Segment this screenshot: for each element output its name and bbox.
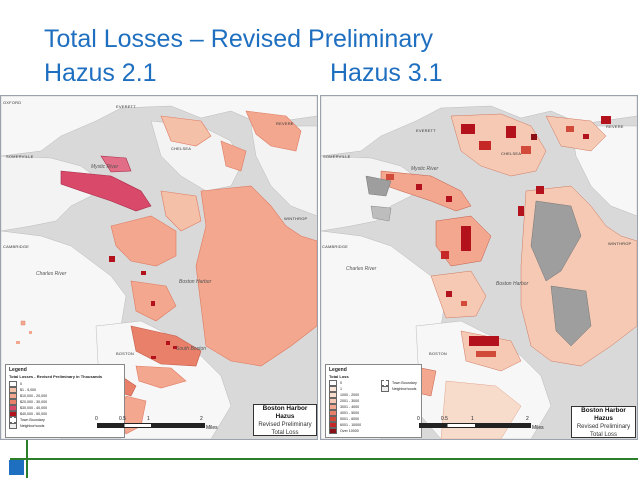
place-label: REVERE (276, 121, 294, 126)
scale-label: 1 (471, 416, 474, 422)
legend-title: Legend (329, 367, 347, 373)
footer-vertical-divider (26, 440, 28, 478)
place-label: EVERETT (416, 128, 436, 133)
place-label: CAMBRIDGE (3, 244, 30, 249)
map-box-title: Boston Harbor Hazus (581, 407, 626, 422)
legend-item: 2001 - 3000 (329, 398, 359, 404)
water-label: Boston Harbor (496, 281, 529, 287)
legend-item: 0 (9, 381, 22, 387)
water-label: Boston Harbor (179, 279, 212, 285)
legend-item: $10,000 - 20,000 (9, 393, 47, 399)
legend-item: Town Boundary (9, 417, 45, 423)
legend-item: $20,000 - 30,000 (9, 399, 47, 405)
left-map-version-label: Hazus 2.1 (44, 59, 157, 87)
place-label: CHELSEA (171, 146, 192, 151)
legend-item: Neighborhoods (381, 386, 416, 392)
scale-label: 1 (147, 416, 150, 422)
legend-item: Town Boundary (381, 380, 417, 386)
right-map-version-label: Hazus 3.1 (330, 59, 443, 87)
place-label: CHELSEA (501, 151, 522, 156)
place-label: CAMBRIDGE (322, 244, 349, 249)
place-label: BOSTON (429, 351, 448, 356)
water-label: Mystic River (411, 166, 439, 172)
legend-item: 0 (329, 380, 342, 386)
map-box-title: Boston Harbor Hazus (262, 405, 308, 420)
scale-label: 0 (417, 416, 420, 422)
legend-subtitle: Total Losses - Revised Preliminary in Th… (9, 374, 103, 379)
place-label: WINTHROP (284, 216, 308, 221)
scale-bar (97, 423, 205, 428)
water-label: Mystic River (91, 164, 119, 170)
scale-label: 0 (95, 416, 98, 422)
map-box-line3: Total Loss (271, 430, 299, 436)
legend-item: Over 10000 (329, 428, 359, 434)
legend-subtitle: Total Loss (329, 374, 349, 379)
scale-label: 2 (200, 416, 203, 422)
place-label: WINTHROP (608, 241, 632, 246)
scale-unit: Miles (532, 425, 544, 431)
legend-item: 1 (329, 386, 342, 392)
legend-item: 3001 - 4000 (329, 404, 359, 410)
map-box-line3: Total Loss (589, 432, 617, 438)
left-map-graphic (1, 96, 317, 439)
right-map-legend: Legend Total Loss 0 1 1000 - 2000 2001 -… (325, 364, 422, 438)
legend-item: 4001 - 5000 (329, 410, 359, 416)
slide-title: Total Losses – Revised Preliminary (44, 25, 434, 53)
water-label: South Boston (176, 346, 207, 352)
legend-item: $30,000 - 40,000 (9, 405, 47, 411)
place-label: REVERE (606, 124, 624, 129)
place-label: SOMERVILLE (323, 154, 351, 159)
water-label: Charles River (36, 271, 67, 277)
map-box-line2: Revised Preliminary (258, 422, 312, 428)
place-label: EVERETT (116, 104, 136, 109)
legend-item: $40,000 - 50,000 (9, 411, 47, 417)
map-box-line2: Revised Preliminary (576, 424, 631, 430)
scale-label: 0.5 (441, 416, 448, 422)
legend-item: Neighborhoods (9, 423, 44, 429)
left-map-panel: OXFORD SOMERVILLE EVERETT CHELSEA REVERE… (0, 95, 318, 440)
right-map-panel: EVERETT CHELSEA REVERE SOMERVILLE WINTHR… (320, 95, 638, 440)
map-title-box: Boston Harbor Hazus Revised Preliminary … (571, 406, 636, 438)
water-label: Charles River (346, 266, 377, 272)
footer-accent-square (9, 460, 24, 475)
legend-item: 5001 - 6000 (329, 416, 359, 422)
legend-item: 6001 - 10000 (329, 422, 361, 428)
legend-title: Legend (9, 367, 27, 373)
place-label: SOMERVILLE (6, 154, 34, 159)
place-label: BOSTON (116, 351, 135, 356)
legend-item: $1 - 5,000 (9, 387, 36, 393)
scale-label: 2 (526, 416, 529, 422)
legend-item: 1000 - 2000 (329, 392, 359, 398)
place-label: OXFORD (3, 100, 22, 105)
footer-divider (10, 458, 638, 460)
map-title-box: Boston Harbor Hazus Revised Preliminary … (253, 404, 317, 436)
scale-unit: Miles (206, 425, 218, 431)
scale-bar (419, 423, 531, 428)
scale-label: 0.5 (119, 416, 126, 422)
